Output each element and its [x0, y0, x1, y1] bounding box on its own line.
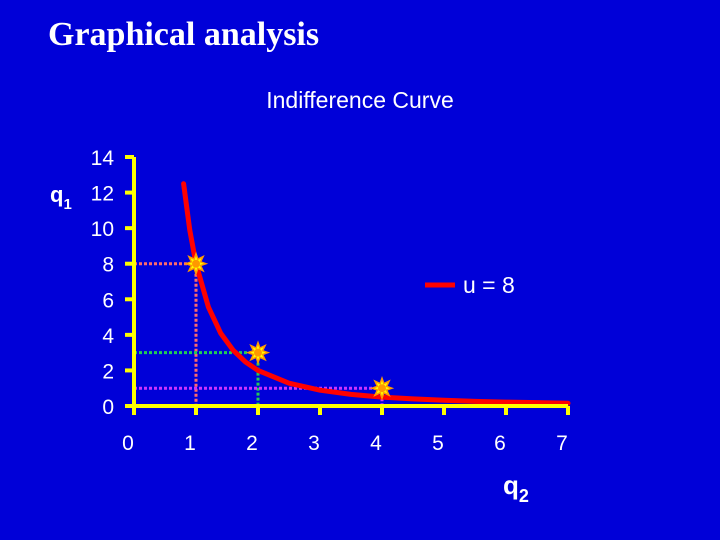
x-tick-label-5: 5 — [432, 432, 444, 455]
x-axis-label-main: q — [503, 470, 519, 500]
legend: u = 8 — [425, 272, 515, 298]
y-tick-label-10: 10 — [91, 218, 114, 241]
highlighted-points — [183, 251, 395, 401]
x-axis: 0 1 2 3 4 5 6 7 — [122, 404, 570, 455]
y-tick-label-4: 4 — [102, 325, 114, 348]
x-tick-label-3: 3 — [308, 432, 320, 455]
series-line-u8 — [181, 181, 571, 406]
x-tick-label-4: 4 — [370, 432, 382, 455]
legend-label: u = 8 — [463, 272, 515, 298]
guide-lines — [134, 262, 384, 406]
y-tick-label-2: 2 — [102, 360, 114, 383]
y-axis-label-main: q — [50, 182, 63, 207]
y-tick-label-12: 12 — [91, 183, 114, 206]
x-axis-label: q2 — [503, 470, 529, 506]
x-tick-label-1: 1 — [184, 432, 196, 455]
x-axis-label-sub: 2 — [519, 486, 529, 506]
point-center-2 — [254, 348, 262, 357]
slide-title: Graphical analysis — [48, 16, 320, 53]
x-tick-label-7: 7 — [556, 432, 568, 455]
x-tick-label-2: 2 — [246, 432, 258, 455]
y-axis: 0 2 4 6 8 10 12 14 — [91, 147, 136, 419]
y-tick-label-8: 8 — [102, 254, 114, 277]
y-tick-label-14: 14 — [91, 147, 115, 170]
y-tick-label-0: 0 — [102, 396, 114, 419]
y-axis-label-sub: 1 — [63, 196, 71, 213]
x-tick-label-0: 0 — [122, 432, 134, 455]
x-tick-label-6: 6 — [494, 432, 506, 455]
y-axis-label: q1 — [50, 182, 72, 213]
point-center-1 — [192, 259, 200, 268]
point-center-3 — [378, 384, 386, 393]
chart-title: Indifference Curve — [266, 87, 454, 113]
y-tick-label-6: 6 — [102, 289, 114, 312]
